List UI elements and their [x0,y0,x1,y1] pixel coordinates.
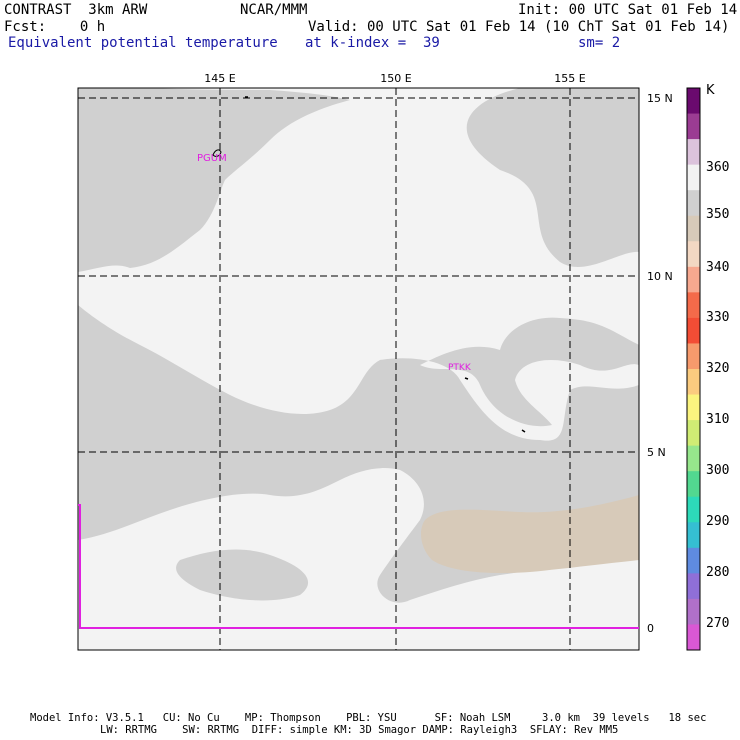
field-340-patch [420,495,639,574]
lon-label-145: 145 E [204,72,235,85]
field-360-region [78,88,639,441]
colorbar-swatch [687,598,700,625]
forecast-hour: Fcst: 0 h [4,19,106,35]
model-title: CONTRAST 3km ARW [4,2,148,18]
colorbar-swatch [687,369,700,396]
colorbar-label-300: 300 [706,463,730,478]
domain-boundary [78,504,639,629]
model-info-line-1: Model Info: V3.5.1 CU: No Cu MP: Thompso… [30,712,707,724]
colorbar-swatch [687,164,700,191]
colorbar-frame [686,87,701,651]
colorbar-label-340: 340 [706,260,730,275]
colorbar-swatch [687,241,700,268]
colorbar-swatch [687,266,700,293]
level-info: at k-index = 39 [305,35,440,51]
lat-label-5: 5 N [647,446,666,459]
colorbar-swatch [687,496,700,523]
colorbar-swatch [687,420,700,447]
init-time: Init: 00 UTC Sat 01 Feb 14 [518,2,738,18]
smoothing-info: sm= 2 [578,35,621,51]
lon-label-155: 155 E [554,72,585,85]
colorbar-label-320: 320 [706,361,730,376]
chuuk-coastline [464,377,469,380]
colorbar-swatch [687,471,700,498]
colorbar [686,87,701,651]
station-label-pgum: PGUM [197,153,227,164]
colorbar-label-360: 360 [706,160,730,175]
colorbar-swatch [687,317,700,344]
colorbar-label-310: 310 [706,412,730,427]
colorbar-swatch [687,547,700,574]
map-frame [77,87,640,651]
colorbar-label-290: 290 [706,514,730,529]
island-mark-southeast [521,429,526,433]
colorbar-swatch [687,394,700,421]
center-name: NCAR/MMM [240,2,308,18]
colorbar-swatch [687,113,700,140]
lon-label-150: 150 E [380,72,411,85]
colorbar-swatch [687,190,700,217]
valid-time: Valid: 00 UTC Sat 01 Feb 14 (10 ChT Sat … [308,19,730,35]
colorbar-swatch [687,292,700,319]
station-label-ptkk: PTKK [448,363,472,373]
colorbar-swatch [687,215,700,242]
guam-coastline [212,149,222,157]
colorbar-label-330: 330 [706,310,730,325]
field-350-patch-lower [176,549,309,601]
colorbar-swatch [687,343,700,370]
field-360-lower-region [78,468,639,650]
model-info-line-2: LW: RRTMG SW: RRTMG DIFF: simple KM: 3D … [100,724,619,736]
colorbar-label-280: 280 [706,565,730,580]
field-name: Equivalent potential temperature [8,35,278,51]
colorbar-swatch [687,88,700,115]
colorbar-swatch [687,624,700,651]
theta-e-field [78,88,639,650]
colorbar-swatch [687,522,700,549]
lat-label-0: 0 [647,622,654,635]
colorbar-label-350: 350 [706,207,730,222]
colorbar-swatch [687,139,700,166]
grid-lines [78,88,639,650]
lat-label-10: 10 N [647,270,673,283]
colorbar-unit: K [706,83,715,98]
lat-label-15: 15 N [647,92,673,105]
colorbar-swatch [687,573,700,600]
colorbar-label-270: 270 [706,616,730,631]
colorbar-swatch [687,445,700,472]
